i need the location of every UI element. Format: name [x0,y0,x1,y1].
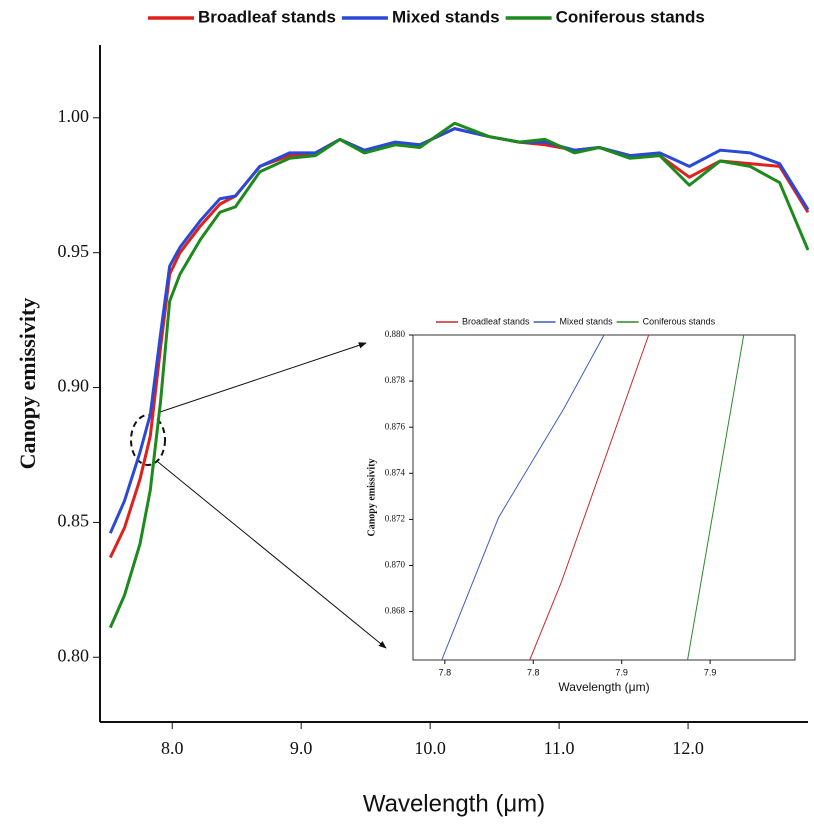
x-tick-label: 7.9 [704,667,717,677]
x-tick-label: 9.0 [290,738,313,758]
inset-frame [412,334,796,661]
y-tick-label: 0.874 [385,467,406,477]
legend-label: Broadleaf stands [198,7,336,26]
y-tick-label: 0.95 [58,241,90,261]
zoom-arrow [157,461,387,649]
x-tick-label: 12.0 [672,738,704,758]
legend-label: Broadleaf stands [462,316,530,326]
x-tick-label: 7.8 [527,667,540,677]
x-tick-label: 11.0 [544,738,575,758]
y-tick-label: 0.876 [385,421,406,431]
legend-label: Coniferous stands [643,316,716,326]
series-line [108,127,810,534]
y-axis-title: Canopy emissivity [366,458,377,536]
y-tick-label: 0.880 [385,329,406,339]
y-tick-label: 1.00 [58,106,90,126]
x-tick-label: 8.0 [161,738,184,758]
zoom-arrow [159,342,367,413]
y-tick-label: 0.878 [385,375,406,385]
y-tick-label: 0.868 [385,606,406,616]
series-line [441,334,605,661]
x-axis-title: Wavelength (μm) [363,790,545,817]
series-line [529,334,650,661]
y-tick-label: 0.870 [385,560,406,570]
x-tick-label: 7.8 [439,667,452,677]
legend-label: Mixed stands [392,7,500,26]
y-tick-label: 0.872 [385,513,405,523]
x-tick-label: 7.9 [615,667,628,677]
legend-label: Mixed stands [560,316,614,326]
x-tick-label: 10.0 [414,738,446,758]
legend-label: Coniferous stands [556,7,705,26]
series-line [108,121,810,629]
series-line [687,334,745,661]
y-axis-title: Canopy emissivity [15,298,40,470]
y-tick-label: 0.80 [58,645,90,665]
y-tick-label: 0.85 [58,511,90,531]
zoom-ellipse [130,414,166,466]
x-axis-title: Wavelength (μm) [558,680,649,694]
y-tick-label: 0.90 [58,376,90,396]
